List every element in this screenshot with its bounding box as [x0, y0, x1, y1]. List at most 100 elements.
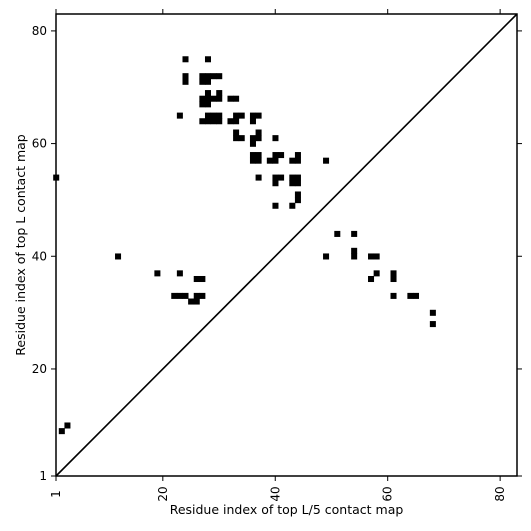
- upper-contact-cell-56: [255, 174, 262, 181]
- upper-contact-cell-15: [210, 95, 217, 102]
- upper-contact-cell-58: [278, 174, 285, 181]
- lower-contact-cell-18: [373, 253, 380, 260]
- x-tick-label: 40: [268, 486, 282, 501]
- upper-contact-cell-34: [233, 118, 240, 125]
- lower-contact-cell-11: [193, 298, 200, 305]
- upper-contact-cell-44: [249, 152, 256, 159]
- lower-contact-cell-21: [390, 270, 397, 277]
- upper-contact-cell-61: [272, 180, 279, 187]
- lower-contact-cell-20: [368, 275, 375, 283]
- upper-contact-cell-66: [272, 202, 279, 209]
- upper-contact-cell-11: [204, 90, 211, 97]
- lower-contact-cell-3: [193, 275, 200, 283]
- lower-contact-cell-15: [351, 253, 358, 260]
- upper-contact-cell-42: [272, 135, 279, 142]
- upper-contact-cell-57: [272, 174, 279, 181]
- upper-contact-cell-40: [249, 135, 256, 142]
- lower-contact-cell-8: [193, 292, 200, 299]
- lower-contact-cell-1: [154, 270, 161, 277]
- upper-contact-cell-6: [204, 73, 211, 80]
- upper-contact-cell-67: [289, 202, 296, 209]
- lower-contact-cell-25: [412, 292, 420, 299]
- y-tick-label: 1: [39, 469, 47, 483]
- y-axis-label: Residue index of top L contact map: [13, 134, 28, 355]
- upper-contact-cell-13: [199, 95, 206, 102]
- lower-contact-cell-14: [351, 247, 358, 254]
- axis-ticks: 1 20 40 60 80 1 20 40 60 80: [32, 9, 522, 502]
- upper-contact-cell-54: [294, 157, 301, 164]
- upper-contact-cell-17: [227, 95, 234, 102]
- upper-contact-cell-65: [294, 197, 301, 204]
- x-tick-label: 20: [156, 486, 170, 501]
- lower-contact-cell-19: [373, 270, 380, 277]
- lower-contact-cell-2: [176, 270, 183, 277]
- upper-contact-cell-51: [266, 157, 273, 164]
- upper-contact-cell-32: [216, 118, 223, 125]
- lower-contact-cell-16: [323, 253, 330, 260]
- lower-contact-cell-4: [199, 275, 206, 283]
- upper-contact-cell-45: [255, 152, 262, 159]
- upper-contact-cell-55: [323, 157, 330, 164]
- y-tick-label: 20: [32, 362, 47, 376]
- upper-contact-cell-4: [182, 78, 189, 85]
- lower-contact-cell-29: [64, 422, 71, 429]
- upper-contact-cell-60: [294, 174, 301, 181]
- upper-contact-cell-63: [294, 180, 301, 187]
- plot-frame: [55, 13, 518, 477]
- y-tick-label: 80: [32, 24, 47, 38]
- upper-contact-cell-46: [272, 152, 279, 159]
- x-axis-label: Residue index of top L/5 contact map: [170, 502, 404, 517]
- lower-contact-cell-9: [199, 292, 206, 299]
- upper-contact-cell-59: [289, 174, 296, 181]
- upper-contact-cell-18: [233, 95, 240, 102]
- upper-contact-cell-27: [249, 112, 256, 119]
- contact-cells: [53, 56, 436, 435]
- upper-contact-cell-31: [210, 118, 217, 125]
- upper-contact-cell-7: [210, 73, 217, 80]
- diagonal-layer: [55, 13, 518, 477]
- upper-contact-cell-41: [255, 135, 262, 142]
- upper-contact-cell-2: [204, 56, 211, 63]
- lower-contact-cell-27: [429, 321, 436, 328]
- upper-contact-cell-9: [199, 78, 206, 85]
- y-tick-label: 40: [32, 249, 47, 263]
- upper-contact-cell-20: [204, 101, 211, 108]
- upper-contact-cell-25: [233, 112, 240, 119]
- upper-contact-cell-12: [216, 90, 223, 97]
- upper-contact-cell-23: [210, 112, 217, 119]
- upper-contact-cell-62: [289, 180, 296, 187]
- lower-contact-cell-24: [407, 292, 414, 299]
- upper-contact-cell-22: [204, 112, 211, 119]
- upper-contact-cell-19: [199, 101, 206, 108]
- upper-contact-cell-50: [255, 157, 262, 164]
- upper-contact-cell-37: [255, 129, 262, 136]
- lower-contact-cell-0: [115, 253, 122, 260]
- upper-contact-cell-26: [238, 112, 245, 119]
- upper-contact-cell-35: [249, 118, 256, 125]
- lower-contact-cell-6: [176, 292, 183, 299]
- x-tick-label: 60: [381, 486, 395, 501]
- lower-contact-cell-7: [182, 292, 189, 299]
- upper-contact-cell-48: [294, 152, 301, 159]
- upper-contact-cell-30: [204, 118, 211, 125]
- upper-contact-cell-21: [176, 112, 183, 119]
- upper-contact-cell-10: [204, 78, 211, 85]
- upper-contact-cell-14: [204, 95, 211, 102]
- x-tick-label: 80: [493, 486, 507, 501]
- lower-contact-cell-17: [368, 253, 375, 260]
- y-tick-label: 60: [32, 137, 47, 151]
- lower-contact-cell-5: [171, 292, 178, 299]
- upper-contact-cell-33: [227, 118, 234, 125]
- upper-contact-cell-64: [294, 191, 301, 198]
- upper-contact-cell-8: [216, 73, 223, 80]
- upper-contact-cell-52: [272, 157, 279, 164]
- diagonal-line: [55, 13, 518, 477]
- lower-contact-cell-10: [188, 298, 195, 305]
- lower-contact-cell-12: [334, 230, 341, 237]
- upper-contact-cell-5: [199, 73, 206, 80]
- upper-contact-cell-38: [233, 135, 240, 142]
- lower-contact-cell-28: [58, 428, 65, 435]
- lower-contact-cell-13: [351, 230, 358, 237]
- upper-contact-cell-28: [255, 112, 262, 119]
